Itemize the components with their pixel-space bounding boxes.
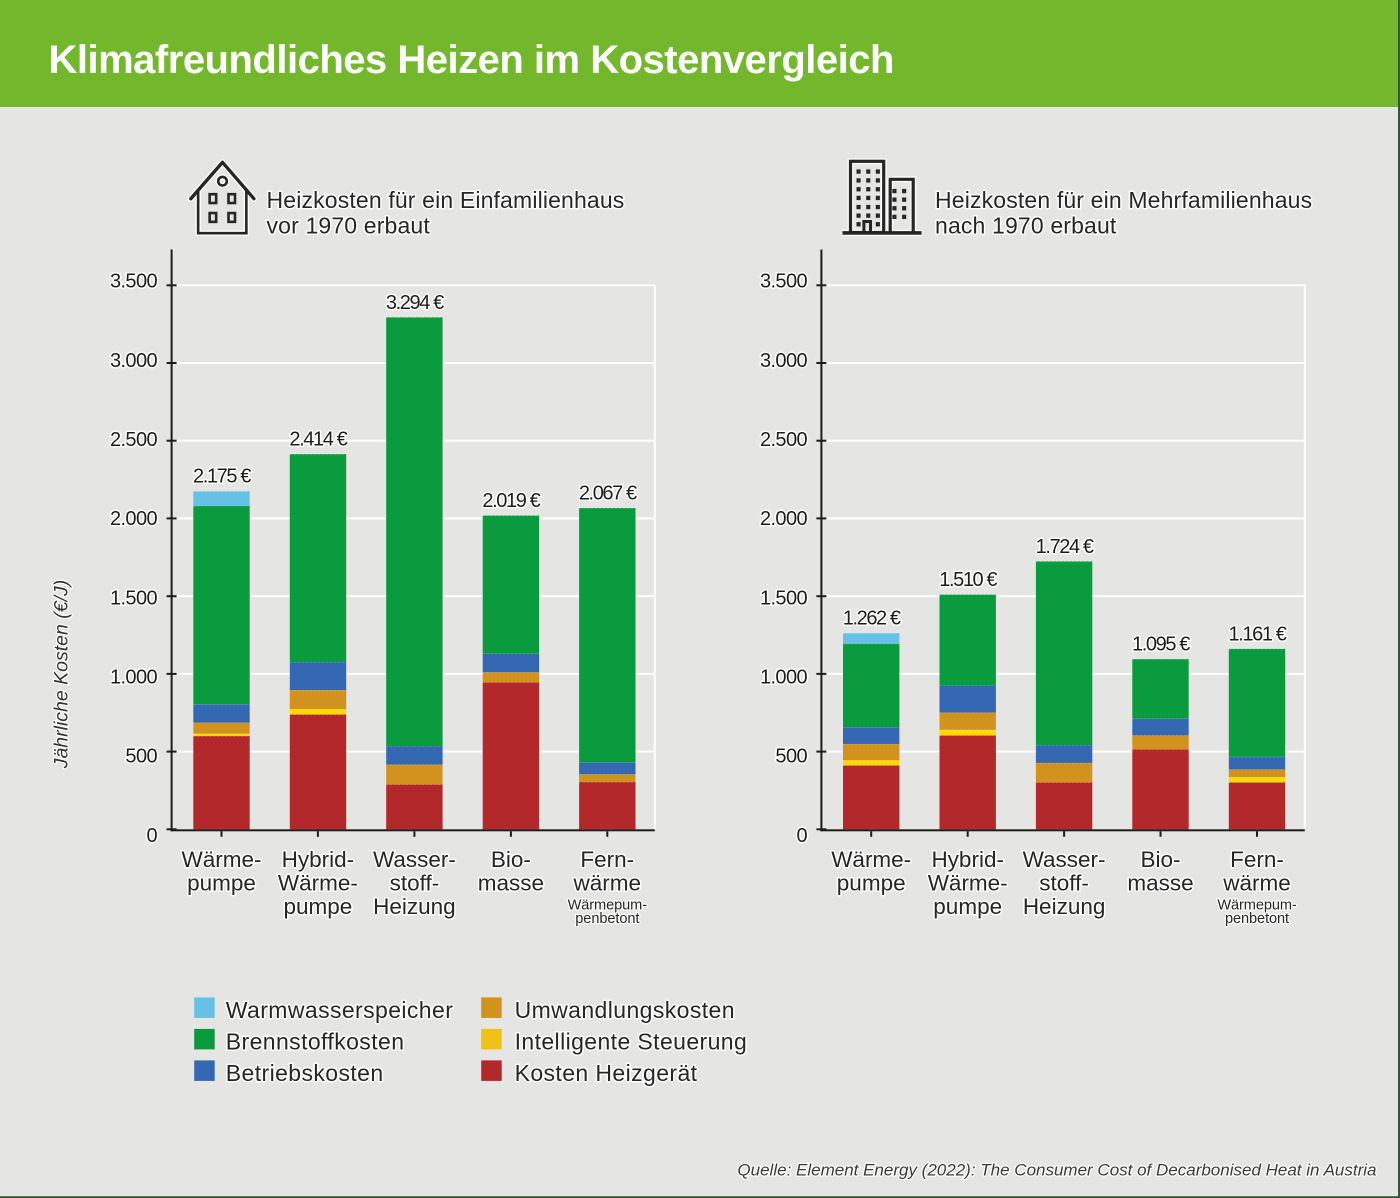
svg-text:Jährliche Kosten (€/J): Jährliche Kosten (€/J) bbox=[51, 580, 73, 770]
svg-text:pumpe: pumpe bbox=[284, 894, 353, 919]
svg-text:Wärme-: Wärme- bbox=[182, 847, 262, 872]
svg-text:pumpe: pumpe bbox=[837, 871, 906, 896]
svg-text:500: 500 bbox=[775, 746, 807, 768]
svg-text:pumpe: pumpe bbox=[933, 894, 1002, 919]
svg-text:Fern-: Fern- bbox=[580, 847, 634, 872]
svg-text:1.262 €: 1.262 € bbox=[843, 608, 901, 630]
svg-text:Fern-: Fern- bbox=[1230, 847, 1284, 872]
svg-text:0: 0 bbox=[796, 825, 807, 847]
svg-text:Bio-: Bio- bbox=[1140, 847, 1180, 872]
svg-text:Hybrid-: Hybrid- bbox=[282, 847, 355, 872]
svg-text:masse: masse bbox=[478, 871, 544, 896]
svg-text:3.500: 3.500 bbox=[110, 271, 158, 293]
svg-text:Bio-: Bio- bbox=[491, 847, 531, 872]
svg-text:wärme: wärme bbox=[1222, 871, 1291, 896]
svg-text:Wärme-: Wärme- bbox=[831, 847, 911, 872]
svg-text:1.510 €: 1.510 € bbox=[939, 569, 997, 591]
svg-text:2.000: 2.000 bbox=[760, 508, 808, 530]
svg-text:3.294 €: 3.294 € bbox=[386, 292, 444, 314]
svg-text:3.000: 3.000 bbox=[760, 350, 808, 372]
svg-text:stoff-: stoff- bbox=[1039, 871, 1089, 896]
svg-text:1.000: 1.000 bbox=[760, 667, 808, 689]
svg-text:Quelle: Element Energy (2022):: Quelle: Element Energy (2022): The Consu… bbox=[737, 1161, 1376, 1180]
svg-text:1.500: 1.500 bbox=[110, 587, 158, 609]
svg-text:1.000: 1.000 bbox=[110, 667, 158, 689]
svg-text:penbetont: penbetont bbox=[575, 911, 639, 927]
svg-text:Warmwasserspeicher: Warmwasserspeicher bbox=[226, 997, 453, 1023]
svg-text:2.067 €: 2.067 € bbox=[579, 483, 637, 505]
svg-text:2.175 €: 2.175 € bbox=[193, 466, 251, 488]
svg-text:Wasser-: Wasser- bbox=[1023, 847, 1106, 872]
svg-text:stoff-: stoff- bbox=[390, 871, 440, 896]
svg-text:Wärme-: Wärme- bbox=[928, 871, 1008, 896]
svg-text:Umwandlungskosten: Umwandlungskosten bbox=[515, 997, 735, 1023]
svg-text:Heizung: Heizung bbox=[373, 894, 456, 919]
svg-text:2.500: 2.500 bbox=[110, 429, 158, 451]
svg-text:Heizkosten für ein Mehrfamilie: Heizkosten für ein Mehrfamilienhaus bbox=[935, 187, 1312, 213]
svg-text:2.500: 2.500 bbox=[760, 429, 808, 451]
svg-text:2.019 €: 2.019 € bbox=[482, 490, 540, 512]
svg-text:nach 1970 erbaut: nach 1970 erbaut bbox=[935, 213, 1117, 239]
svg-text:Brennstoffkosten: Brennstoffkosten bbox=[226, 1029, 405, 1055]
svg-text:Wärme-: Wärme- bbox=[278, 871, 358, 896]
svg-text:0: 0 bbox=[146, 825, 157, 847]
svg-text:Betriebskosten: Betriebskosten bbox=[226, 1060, 384, 1086]
svg-text:1.500: 1.500 bbox=[760, 587, 808, 609]
svg-text:Heizkosten für ein Einfamilien: Heizkosten für ein Einfamilienhaus bbox=[267, 187, 625, 213]
svg-text:Intelligente Steuerung: Intelligente Steuerung bbox=[515, 1029, 748, 1055]
svg-text:Wärmepum-: Wärmepum- bbox=[1217, 898, 1297, 914]
svg-text:Heizung: Heizung bbox=[1023, 894, 1106, 919]
svg-text:2.000: 2.000 bbox=[110, 508, 158, 530]
svg-text:Wasser-: Wasser- bbox=[373, 847, 456, 872]
svg-text:1.095 €: 1.095 € bbox=[1132, 634, 1190, 656]
svg-text:500: 500 bbox=[125, 746, 157, 768]
svg-text:3.000: 3.000 bbox=[110, 350, 158, 372]
svg-text:vor 1970 erbaut: vor 1970 erbaut bbox=[267, 213, 431, 239]
svg-text:wärme: wärme bbox=[573, 871, 642, 896]
svg-text:Wärmepum-: Wärmepum- bbox=[568, 898, 648, 914]
svg-text:3.500: 3.500 bbox=[760, 271, 808, 293]
svg-text:1.161 €: 1.161 € bbox=[1229, 623, 1287, 645]
svg-text:pumpe: pumpe bbox=[187, 871, 256, 896]
svg-text:Kosten Heizgerät: Kosten Heizgerät bbox=[515, 1060, 698, 1086]
svg-text:2.414 €: 2.414 € bbox=[289, 429, 347, 451]
svg-text:1.724 €: 1.724 € bbox=[1036, 536, 1094, 558]
svg-text:Hybrid-: Hybrid- bbox=[931, 847, 1004, 872]
svg-text:masse: masse bbox=[1127, 871, 1193, 896]
svg-text:Klimafreundliches Heizen im Ko: Klimafreundliches Heizen im Kostenvergle… bbox=[49, 38, 894, 82]
svg-text:penbetont: penbetont bbox=[1225, 911, 1289, 927]
